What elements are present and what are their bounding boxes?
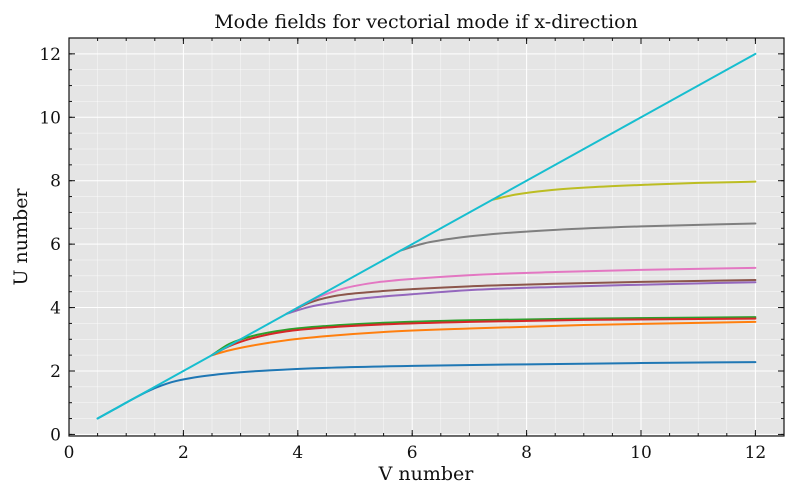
axis-ticks [68, 37, 785, 436]
series-layer [96, 52, 757, 420]
series-line-2 [211, 320, 757, 357]
series-line-5 [285, 281, 757, 315]
x-tick-labels: 0 2 4 6 8 10 12 [64, 443, 767, 463]
y-tick-labels: 0 2 4 6 8 10 12 [39, 45, 61, 446]
x-tick-label: 12 [745, 443, 767, 463]
y-tick-label: 12 [39, 45, 61, 65]
x-tick-label: 2 [178, 443, 189, 463]
x-tick-label: 8 [521, 443, 532, 463]
series-line-9 [491, 180, 757, 201]
major-gridlines [68, 38, 784, 436]
y-tick-label: 8 [50, 172, 61, 192]
x-tick-label: 6 [407, 443, 418, 463]
y-tick-label: 0 [50, 425, 61, 445]
series-line-8 [399, 222, 757, 252]
y-axis-label: U number [10, 188, 32, 286]
y-tick-label: 4 [50, 299, 61, 319]
x-tick-label: 10 [630, 443, 652, 463]
x-tick-label: 4 [292, 443, 303, 463]
plot-frame [68, 37, 785, 437]
series-line-7 [285, 266, 757, 315]
chart-title: Mode fields for vectorial mode if x-dire… [214, 11, 638, 33]
x-tick-label: 0 [64, 443, 75, 463]
y-tick-label: 6 [50, 235, 61, 255]
y-tick-label: 10 [39, 108, 61, 128]
series-line-6 [285, 278, 757, 315]
series-line-10 [96, 52, 757, 420]
y-tick-label: 2 [50, 362, 61, 382]
series-line-4 [211, 317, 757, 357]
x-axis-label: V number [378, 463, 475, 485]
